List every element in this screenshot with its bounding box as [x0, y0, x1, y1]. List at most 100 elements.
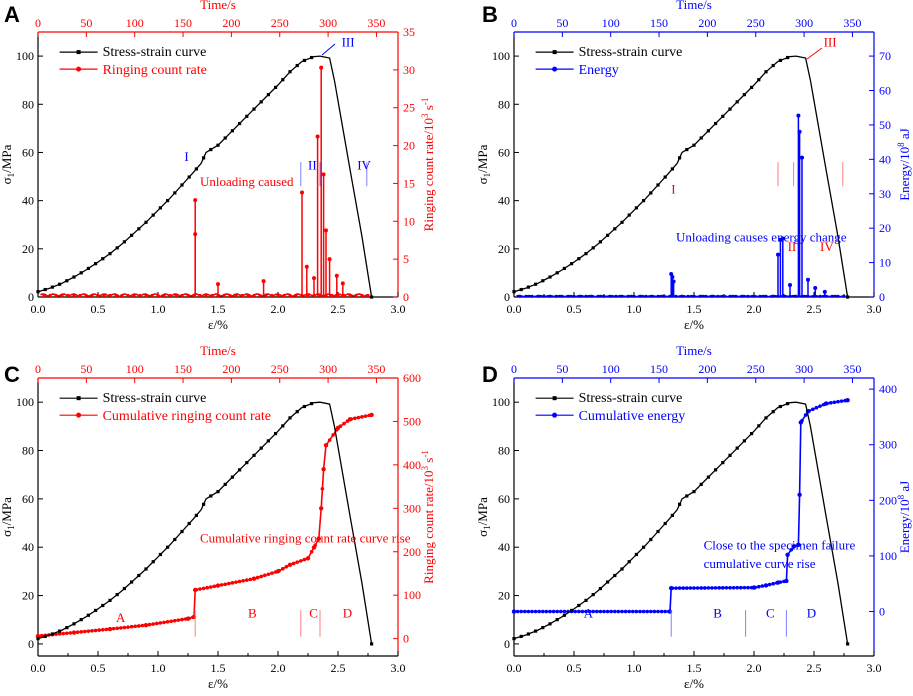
cumulative-marker [155, 621, 159, 626]
stress-strain-marker [65, 626, 69, 630]
panel-label: A [4, 2, 20, 27]
annotation: C [766, 605, 775, 620]
cumulative-marker [219, 583, 224, 587]
cumulative-point [797, 492, 802, 497]
cumulative-marker [778, 580, 783, 584]
stress-strain-marker [526, 285, 530, 289]
cumulative-point [319, 506, 324, 511]
cumulative-marker [75, 630, 80, 634]
right-tick-label: 40 [879, 152, 891, 166]
legend-marker-stress [552, 396, 557, 401]
legend-marker-secondary [552, 66, 558, 72]
right-tick-label: 200 [403, 545, 421, 559]
x-tick-label: 1.5 [687, 302, 702, 316]
top-axis-label: Time/s [200, 343, 236, 358]
x-tick-label: 0.0 [31, 661, 46, 675]
acoustic-baseline-point [770, 294, 774, 298]
y-tick-label: 20 [22, 589, 34, 603]
cumulative-marker [530, 609, 534, 614]
top-tick-label: 0 [35, 362, 41, 376]
acoustic-spike-point [261, 279, 266, 284]
cumulative-marker [746, 585, 750, 590]
stress-strain-marker [714, 121, 718, 126]
cumulative-marker [634, 609, 639, 614]
annotation: IV [820, 239, 834, 254]
top-tick-label: 300 [795, 16, 813, 30]
y-tick-label: 40 [22, 540, 34, 554]
stress-strain-marker [663, 175, 667, 179]
top-tick-label: 150 [650, 16, 668, 30]
cumulative-marker [695, 586, 700, 590]
stress-strain-marker [771, 410, 775, 414]
acoustic-baseline-point [66, 293, 70, 298]
stress-strain-marker [512, 290, 516, 294]
cumulative-marker [86, 629, 91, 633]
acoustic-baseline-point [48, 293, 52, 298]
stress-strain-marker [846, 642, 850, 646]
stress-strain-marker [259, 446, 263, 450]
x-tick-label: 1.0 [151, 302, 166, 316]
stress-strain-marker [137, 227, 141, 231]
right-tick-label: 10 [879, 256, 891, 270]
cumulative-marker [591, 609, 595, 614]
stress-strain-marker [656, 529, 660, 534]
top-axis-label: Time/s [676, 0, 712, 12]
acoustic-baseline-point [638, 294, 642, 298]
acoustic-baseline-point [620, 294, 624, 298]
cumulative-marker [731, 585, 736, 590]
cumulative-marker [605, 609, 610, 614]
cumulative-marker [367, 413, 372, 418]
y-tick-label: 100 [16, 395, 34, 409]
stress-strain-marker [620, 567, 624, 571]
acoustic-baseline-point [554, 294, 558, 298]
panel-A: A0.0 0.5 1.0 1.5 2.0 2.5 3.0ε/%020406080100σ1/… [0, 0, 436, 332]
stress-strain-marker [245, 461, 249, 465]
right-tick-label: 10 [403, 214, 415, 228]
annotation: A [584, 605, 594, 620]
stress-strain-marker [735, 446, 739, 450]
stress-strain-marker [151, 560, 155, 564]
cumulative-marker [663, 609, 667, 614]
acoustic-baseline-point [632, 294, 636, 298]
acoustic-baseline-point [210, 293, 214, 298]
y-tick-label: 80 [498, 444, 510, 458]
acoustic-baseline-point [78, 293, 82, 298]
cumulative-marker [562, 609, 567, 614]
acoustic-spike-point [788, 282, 792, 287]
acoustic-spike-point [340, 281, 345, 286]
stress-strain-marker [245, 114, 249, 118]
stress-strain-marker [577, 603, 581, 608]
cumulative-marker [331, 433, 336, 437]
top-tick-label: 0 [511, 16, 517, 30]
stress-strain-marker [72, 275, 76, 279]
cumulative-marker [324, 443, 328, 448]
cumulative-marker [187, 616, 191, 621]
x-tick-label: 1.0 [627, 661, 642, 675]
y-tick-label: 60 [22, 492, 34, 506]
acoustic-baseline-point [764, 294, 768, 298]
acoustic-spike-point [319, 65, 324, 70]
acoustic-baseline-point [758, 294, 762, 298]
stress-strain-marker [281, 424, 285, 428]
acoustic-baseline-point [228, 293, 232, 298]
annotation: Unloading causes energy change [676, 230, 847, 245]
cumulative-marker [825, 401, 829, 406]
stress-strain-marker [115, 592, 119, 597]
acoustic-baseline-point [72, 293, 76, 298]
cumulative-marker [320, 486, 325, 491]
x-axis-label: ε/% [684, 676, 704, 691]
cumulative-marker [749, 585, 754, 590]
top-tick-label: 0 [511, 362, 517, 376]
stress-strain-marker [678, 156, 682, 160]
stress-strain-marker [36, 290, 40, 294]
acoustic-baseline-point [608, 294, 612, 298]
y-tick-label: 80 [498, 97, 510, 111]
x-axis-label: ε/% [208, 317, 228, 332]
cumulative-marker [79, 630, 83, 634]
cumulative-marker [645, 609, 649, 614]
panel-label: D [482, 362, 498, 387]
cumulative-marker [295, 560, 300, 564]
stress-strain-marker [598, 586, 602, 591]
cumulative-marker [627, 609, 631, 614]
acoustic-baseline-point [830, 294, 834, 298]
